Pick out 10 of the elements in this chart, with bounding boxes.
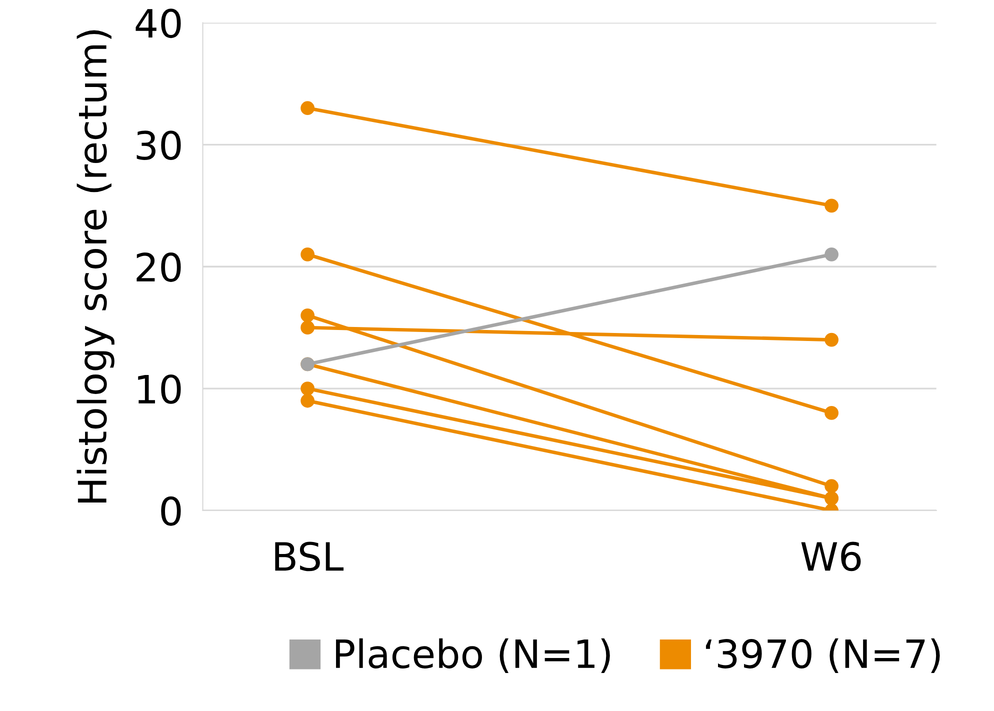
legend-label: Placebo (N=1) bbox=[336, 638, 610, 674]
y-tick-label: 20 bbox=[136, 252, 181, 282]
x-tick-label: W6 bbox=[801, 542, 861, 572]
y-tick-label: 40 bbox=[136, 8, 181, 38]
y-tick-label: 10 bbox=[138, 374, 181, 404]
y-axis-title: Histology score (rectum) bbox=[76, 30, 114, 503]
y-tick-label: 0 bbox=[161, 496, 181, 526]
x-tick-label: BSL bbox=[275, 542, 344, 572]
legend-label: ‘3970 (N=7) bbox=[706, 638, 940, 674]
y-tick-label: 30 bbox=[136, 130, 181, 160]
